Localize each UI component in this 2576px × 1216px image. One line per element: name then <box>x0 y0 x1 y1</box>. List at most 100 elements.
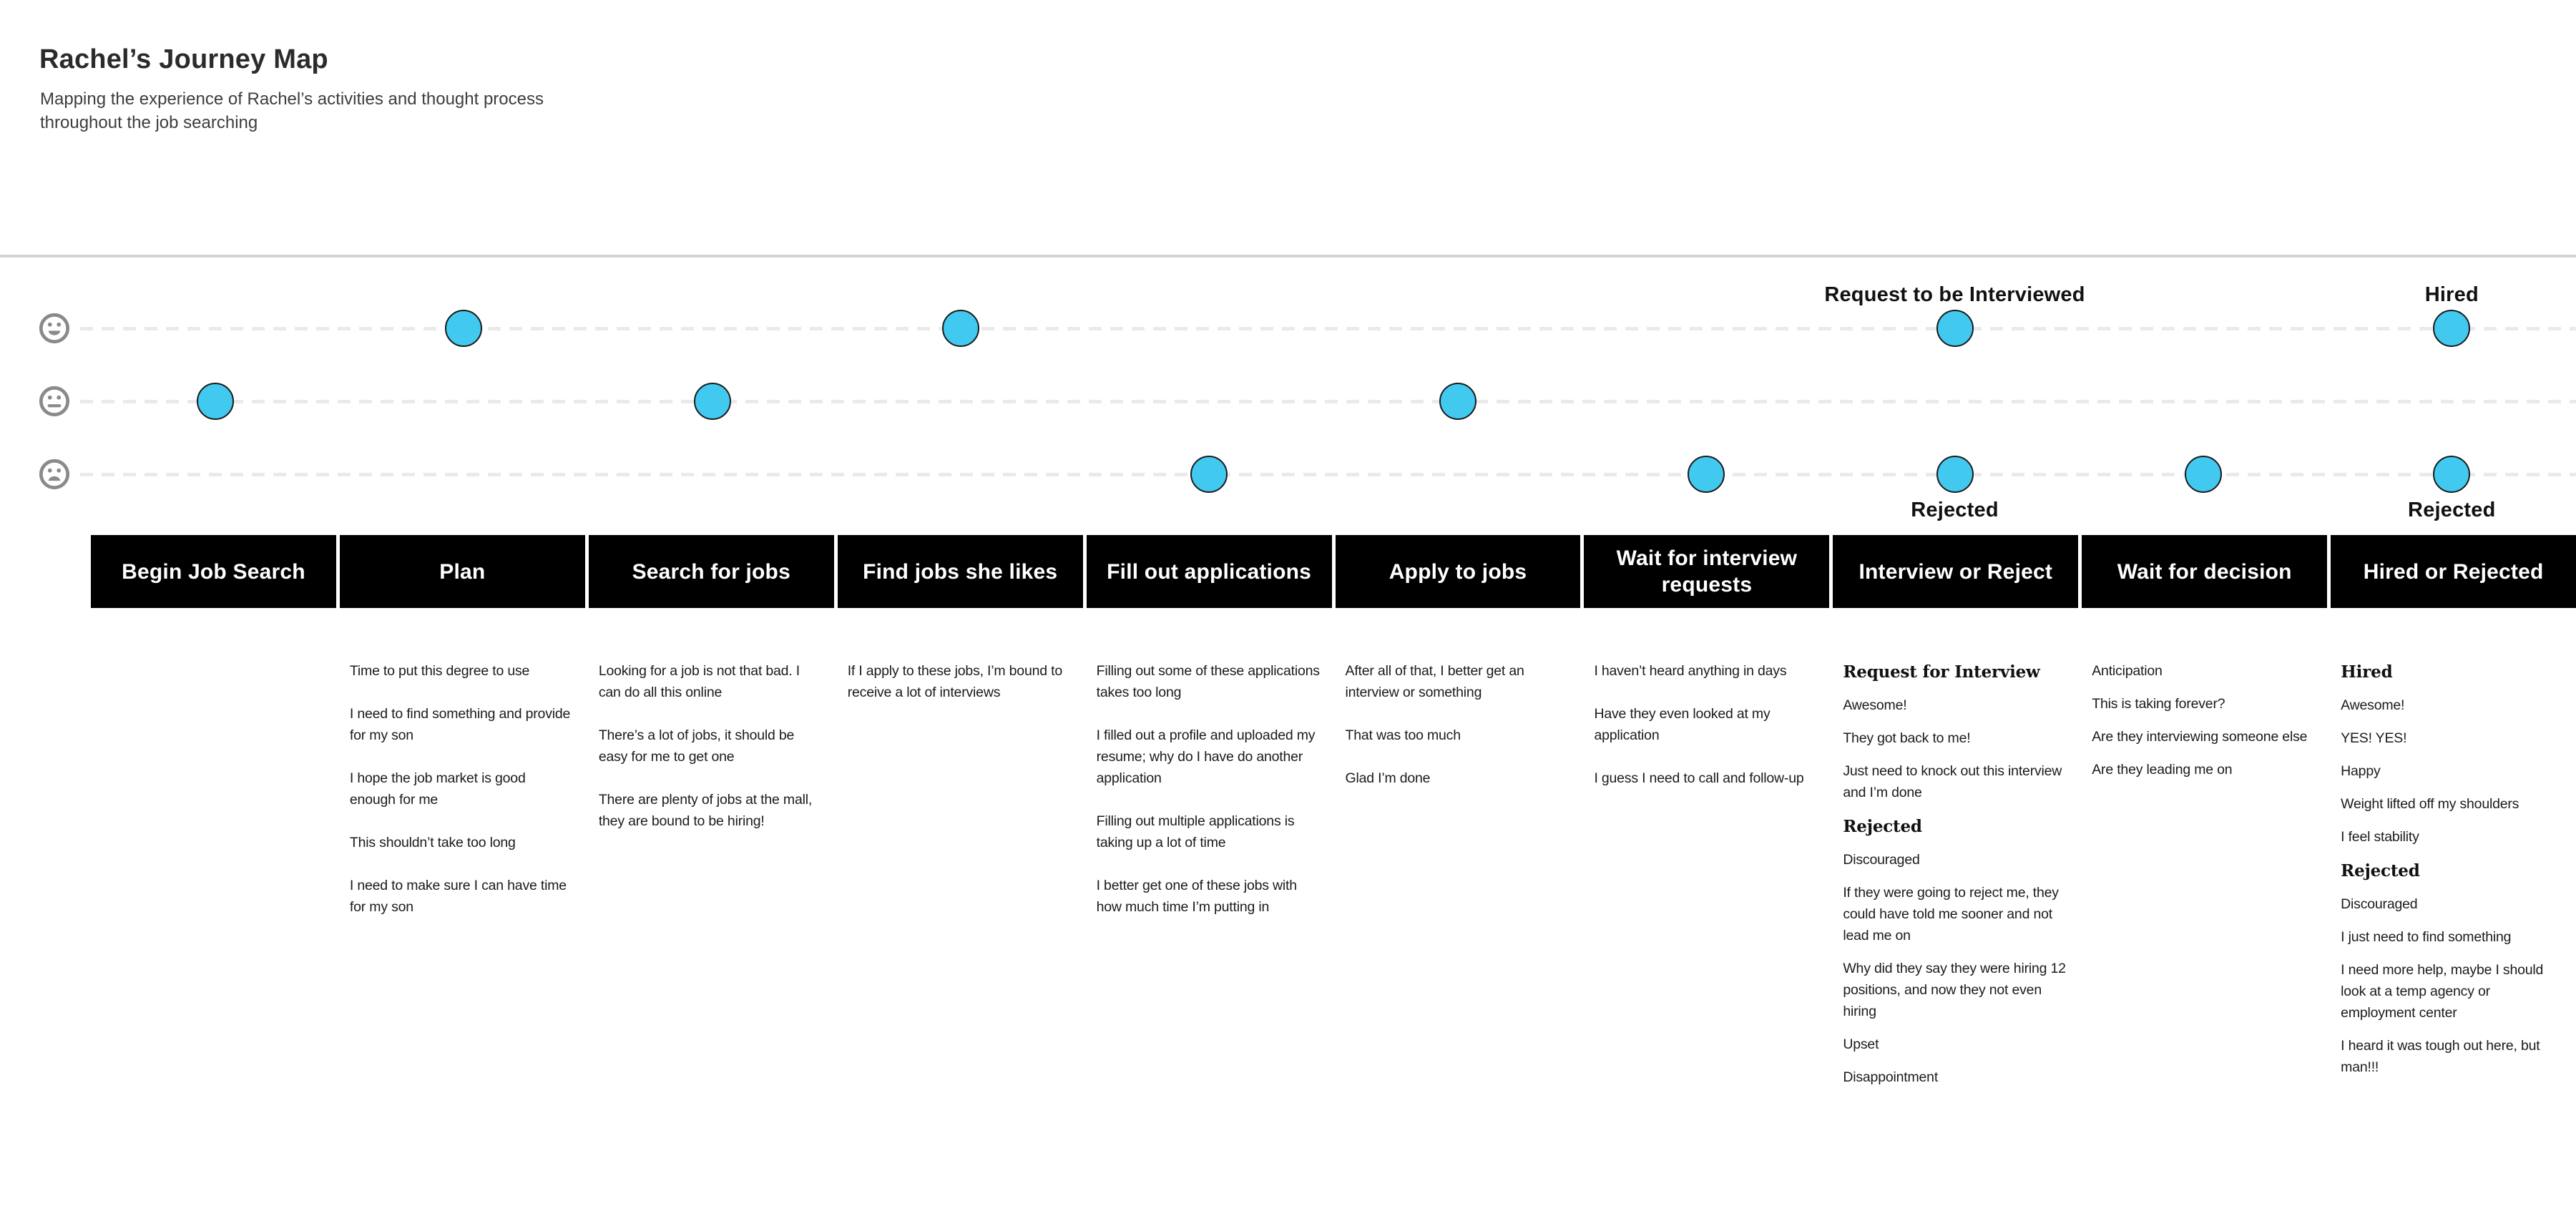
thought-text: They got back to me! <box>1843 730 1971 746</box>
emotion-line-neutral <box>80 400 2576 403</box>
stage-bar-label: Apply to jobs <box>1389 559 1527 584</box>
thought-text: Discouraged <box>2341 896 2418 912</box>
thought-text: Glad I’m done <box>1345 770 1431 786</box>
emotion-dot-search-for-jobs-neutral[interactable] <box>693 383 731 420</box>
stage-bar-label: Hired or Rejected <box>2363 559 2544 584</box>
thought-text: Time to put this degree to use <box>349 663 530 679</box>
stage-bar-label: Search for jobs <box>632 559 790 584</box>
happy-face-icon <box>39 313 70 344</box>
thought-text: Filling out some of these applications t… <box>1096 663 1320 700</box>
emotion-dot-begin-job-search-neutral[interactable] <box>196 383 234 420</box>
emotion-line-happy <box>80 327 2576 330</box>
thought-text: This shouldn’t take too long <box>349 835 516 850</box>
emotion-dot-wait-for-decision-sad[interactable] <box>2184 456 2222 493</box>
thought-text: I filled out a profile and uploaded my r… <box>1096 727 1316 786</box>
stage-bar-label: Find jobs she likes <box>863 559 1058 584</box>
stage-bar-search-for-jobs: Search for jobs <box>588 535 834 608</box>
page-title: Rachel’s Journey Map <box>39 44 328 74</box>
dot-label-rejected: Rejected <box>2408 499 2496 521</box>
thought-text: I heard it was tough out here, but man!!… <box>2341 1038 2540 1075</box>
thought-text: Awesome! <box>2341 697 2405 713</box>
stage-thoughts-find-jobs-she-likes: If I apply to these jobs, I’m bound to r… <box>838 654 1083 1216</box>
thought-text: I just need to find something <box>2341 929 2512 945</box>
thought-text: This is taking forever? <box>2092 696 2225 712</box>
stage-bar-plan: Plan <box>339 535 585 608</box>
thought-group-heading: Rejected <box>1843 817 1922 836</box>
thought-text: Looking for a job is not that bad. I can… <box>598 663 800 700</box>
emotion-dot-interview-or-reject-happy[interactable] <box>1936 310 1974 347</box>
emotion-dot-find-jobs-she-likes-happy[interactable] <box>941 310 979 347</box>
thought-text: Weight lifted off my shoulders <box>2341 796 2519 812</box>
thought-text: If they were going to reject me, they co… <box>1843 885 2059 943</box>
thought-text: After all of that, I better get an inter… <box>1345 663 1524 700</box>
dot-label-request-to-be-interviewed: Request to be Interviewed <box>1824 283 2085 306</box>
sad-face-icon <box>39 459 70 490</box>
thought-text: If I apply to these jobs, I’m bound to r… <box>847 663 1062 700</box>
dot-label-rejected: Rejected <box>1911 499 1999 521</box>
page-subtitle: Mapping the experience of Rachel’s activ… <box>40 89 544 132</box>
thought-text: Happy <box>2341 763 2381 779</box>
neutral-face-icon <box>39 386 70 417</box>
thought-text: Filling out multiple applications is tak… <box>1096 813 1295 850</box>
stage-thoughts-plan: Time to put this degree to use I need to … <box>340 654 585 1216</box>
thought-text: Upset <box>1843 1036 1879 1052</box>
thought-text: That was too much <box>1345 727 1461 743</box>
stage-bar-hired-or-rejected: Hired or Rejected <box>2331 535 2576 608</box>
stage-bar-label: Wait for decision <box>2117 559 2292 584</box>
stage-bar-label: Interview or Reject <box>1858 559 2053 584</box>
thought-text: I better get one of these jobs with how … <box>1096 878 1297 915</box>
stage-bar-label: Wait for interview requests <box>1616 546 1798 597</box>
thought-text: I hope the job market is good enough for… <box>349 770 526 808</box>
thought-text: Are they interviewing someone else <box>2092 729 2308 745</box>
stage-thoughts-fill-out-applications: Filling out some of these applications t… <box>1087 654 1332 1216</box>
thought-text: Awesome! <box>1843 697 1907 713</box>
stage-thoughts-apply-to-jobs: After all of that, I better get an inter… <box>1336 654 1581 1216</box>
thought-group-heading: Request for Interview <box>1843 662 2040 682</box>
thought-text: I need to make sure I can have time for … <box>349 878 567 915</box>
thought-text: Just need to knock out this interview an… <box>1843 763 2062 800</box>
stage-bar-wait-for-decision: Wait for decision <box>2082 535 2328 608</box>
emotion-dot-interview-or-reject-sad[interactable] <box>1936 456 1974 493</box>
thought-text: Are they leading me on <box>2092 762 2233 778</box>
stage-thoughts-search-for-jobs: Looking for a job is not that bad. I can… <box>589 654 834 1216</box>
thought-text: There are plenty of jobs at the mall, th… <box>598 792 813 829</box>
thought-text: YES! YES! <box>2341 730 2407 746</box>
thought-group-heading: Rejected <box>2341 861 2420 881</box>
stage-bars: Begin Job Search Plan Search for jobs Find … <box>91 535 2576 608</box>
emotion-dot-apply-to-jobs-neutral[interactable] <box>1439 383 1476 420</box>
emotion-dot-hired-or-rejected-happy[interactable] <box>2433 310 2471 347</box>
emotion-line-sad <box>80 473 2576 476</box>
stage-bar-find-jobs-she-likes: Find jobs she likes <box>837 535 1083 608</box>
stage-bar-interview-or-reject: Interview or Reject <box>1833 535 2079 608</box>
stage-thoughts: Time to put this degree to use I need to … <box>91 654 2576 1216</box>
thought-text: I haven’t heard anything in days <box>1594 663 1787 679</box>
stage-bar-fill-out-applications: Fill out applications <box>1086 535 1332 608</box>
emotion-dot-fill-out-applications-sad[interactable] <box>1190 456 1228 493</box>
emotion-dot-hired-or-rejected-sad[interactable] <box>2433 456 2471 493</box>
thought-text: I feel stability <box>2341 829 2419 845</box>
emotion-dot-plan-happy[interactable] <box>445 310 483 347</box>
stage-thoughts-wait-for-decision: Anticipation This is taking forever? Are t… <box>2082 654 2327 1216</box>
emotion-dot-wait-for-interview-requests-sad[interactable] <box>1688 456 1725 493</box>
stage-bar-begin-job-search: Begin Job Search <box>91 535 336 608</box>
stage-thoughts-hired-or-rejected: Hired Awesome! YES! YES! Happy Weight lifted… <box>2331 654 2576 1216</box>
stage-bar-wait-for-interview-requests: Wait for interview requests <box>1584 535 1830 608</box>
thought-text: I need more help, maybe I should look at… <box>2341 962 2544 1021</box>
thought-text: There’s a lot of jobs, it should be easy… <box>598 727 795 765</box>
thought-text: Discouraged <box>1843 852 1920 868</box>
thought-group-heading: Hired <box>2341 662 2393 682</box>
thought-text: Have they even looked at my application <box>1594 706 1771 743</box>
thought-text: I guess I need to call and follow-up <box>1594 770 1804 786</box>
thought-text: Disappointment <box>1843 1069 1939 1085</box>
stage-bar-apply-to-jobs: Apply to jobs <box>1335 535 1581 608</box>
thought-text: I need to find something and provide for… <box>349 706 571 743</box>
stage-bar-label: Fill out applications <box>1107 559 1312 584</box>
stage-bar-label: Begin Job Search <box>122 559 305 584</box>
stage-thoughts-begin-job-search <box>91 654 336 1216</box>
header-separator-line <box>0 255 2576 258</box>
stage-thoughts-wait-for-interview-requests: I haven’t heard anything in days Have the… <box>1584 654 1829 1216</box>
stage-bar-label: Plan <box>439 559 486 584</box>
dot-label-hired: Hired <box>2424 283 2479 306</box>
stage-thoughts-interview-or-reject: Request for Interview Awesome! They got ba… <box>1833 654 2078 1216</box>
